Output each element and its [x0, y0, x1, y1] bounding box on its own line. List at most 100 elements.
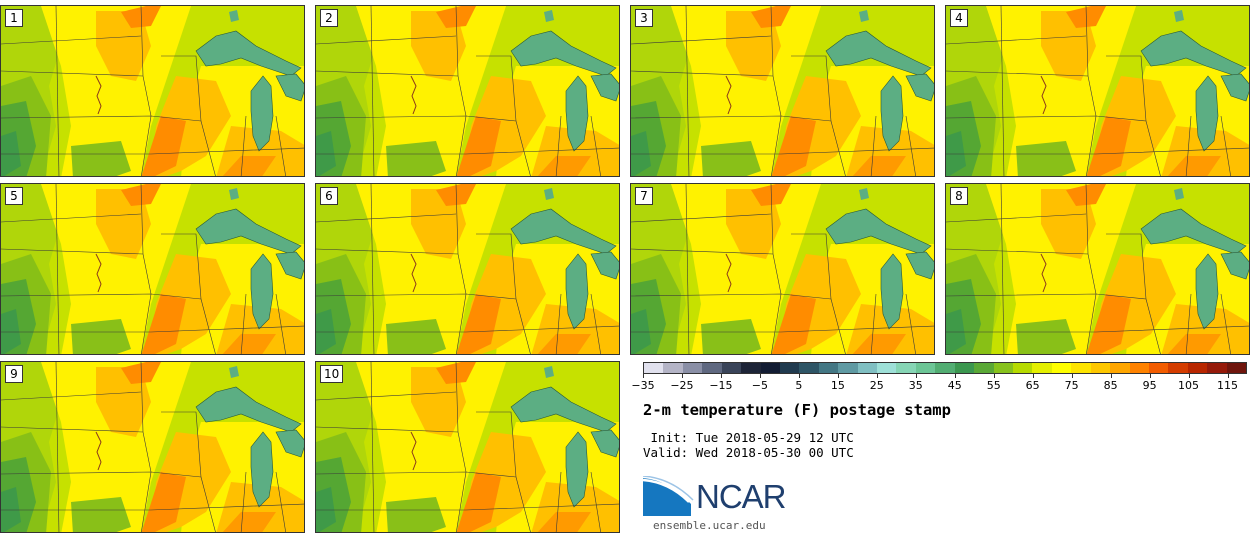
colorbar-tick-label: 55	[986, 379, 1001, 392]
map	[1, 184, 304, 354]
colorbar-tick-label: 25	[869, 379, 884, 392]
member-panel: 7	[630, 183, 935, 355]
colorbar-tick-mark	[1188, 374, 1190, 378]
colorbar-segment	[818, 363, 839, 373]
colorbar-tick-label: −5	[751, 379, 768, 392]
member-panel: 10	[315, 361, 620, 533]
colorbar-segment	[935, 363, 955, 373]
member-label: 1	[5, 9, 23, 27]
colorbar-segment	[1168, 363, 1188, 373]
member-label: 10	[320, 365, 344, 383]
colorbar-tick-label: 115	[1217, 379, 1239, 392]
colorbar-tick-mark	[720, 374, 722, 378]
ncar-logo: NCAR	[642, 475, 793, 518]
member-panel: 8	[945, 183, 1250, 355]
colorbar-segment	[1207, 363, 1227, 373]
map	[316, 184, 619, 354]
colorbar-segment	[644, 363, 664, 373]
colorbar-segment	[682, 363, 703, 373]
colorbar-segment	[974, 363, 994, 373]
colorbar-tick-mark	[643, 374, 644, 378]
colorbar-tick-mark	[798, 374, 800, 378]
colorbar-tick-mark	[1032, 374, 1034, 378]
colorbar-tick-mark	[681, 374, 683, 378]
colorbar-segment	[877, 363, 897, 373]
colorbar-tick-label: 15	[830, 379, 845, 392]
member-label: 3	[635, 9, 653, 27]
member-panel: 5	[0, 183, 305, 355]
colorbar-segment	[702, 363, 722, 373]
colorbar-segment	[760, 363, 780, 373]
map	[316, 362, 619, 532]
member-panel: 1	[0, 5, 305, 177]
colorbar-segment	[993, 363, 1014, 373]
colorbar-tick-mark	[837, 374, 839, 378]
colorbar-segment	[954, 363, 975, 373]
colorbar-tick-mark	[876, 374, 878, 378]
colorbar-segment	[1187, 363, 1208, 373]
colorbar-tick-label: 95	[1142, 379, 1157, 392]
colorbar-tick-label: 35	[908, 379, 923, 392]
member-panel: 3	[630, 5, 935, 177]
member-panel: 4	[945, 5, 1250, 177]
colorbar-tick-mark	[1149, 374, 1151, 378]
colorbar-segment	[721, 363, 742, 373]
colorbar-segment	[1051, 363, 1072, 373]
colorbar-segment	[838, 363, 858, 373]
ncar-swoosh-icon	[642, 475, 694, 516]
map	[631, 6, 934, 176]
member-label: 6	[320, 187, 338, 205]
member-label: 5	[5, 187, 23, 205]
colorbar-segment	[799, 363, 819, 373]
colorbar-segment	[896, 363, 916, 373]
colorbar-tick-label: 105	[1178, 379, 1200, 392]
temperature-colorbar	[643, 362, 1247, 374]
member-label: 2	[320, 9, 338, 27]
colorbar-tick-mark	[993, 374, 995, 378]
colorbar-segment	[663, 363, 683, 373]
colorbar-segment	[1110, 363, 1130, 373]
colorbar-segment	[1090, 363, 1111, 373]
colorbar-tick-label: 75	[1064, 379, 1079, 392]
colorbar-segment	[741, 363, 761, 373]
member-panel: 9	[0, 361, 305, 533]
colorbar-segment	[1226, 363, 1247, 373]
colorbar-tick-label: −25	[670, 379, 694, 392]
map	[946, 6, 1249, 176]
colorbar-tick-mark	[1110, 374, 1112, 378]
map	[946, 184, 1249, 354]
member-label: 4	[950, 9, 968, 27]
member-label: 8	[950, 187, 968, 205]
colorbar-segment	[1032, 363, 1052, 373]
colorbar-tick-mark	[1071, 374, 1073, 378]
map	[631, 184, 934, 354]
colorbar-segment	[915, 363, 936, 373]
colorbar-ticks: −35 −25 −15 −5 5 15 25 35 45 55 65 75 85 95 105 115	[631, 374, 1247, 394]
ncar-logo-text: NCAR	[696, 478, 787, 515]
member-panel: 2	[315, 5, 620, 177]
colorbar-segment	[1013, 363, 1033, 373]
colorbar-segment	[1129, 363, 1149, 373]
valid-time: Valid: Wed 2018-05-30 00 UTC	[643, 445, 854, 460]
plot-title: 2-m temperature (F) postage stamp	[643, 401, 951, 419]
colorbar-tick-mark	[954, 374, 956, 378]
member-panel: 6	[315, 183, 620, 355]
colorbar-tick-mark	[915, 374, 917, 378]
colorbar-tick-mark	[1227, 374, 1229, 378]
colorbar-tick-label: −35	[631, 379, 655, 392]
map	[1, 6, 304, 176]
colorbar-tick-mark	[759, 374, 761, 378]
colorbar-tick-label: 5	[795, 379, 803, 392]
member-label: 7	[635, 187, 653, 205]
site-url: ensemble.ucar.edu	[653, 519, 766, 532]
colorbar-segment	[1148, 363, 1169, 373]
map	[1, 362, 304, 532]
colorbar-tick-label: 85	[1103, 379, 1118, 392]
colorbar-segment	[779, 363, 800, 373]
member-label: 9	[5, 365, 23, 383]
colorbar-segment	[857, 363, 878, 373]
map	[316, 6, 619, 176]
colorbar-tick-label: −15	[709, 379, 733, 392]
init-time: Init: Tue 2018-05-29 12 UTC	[643, 430, 854, 445]
colorbar-tick-label: 65	[1025, 379, 1040, 392]
